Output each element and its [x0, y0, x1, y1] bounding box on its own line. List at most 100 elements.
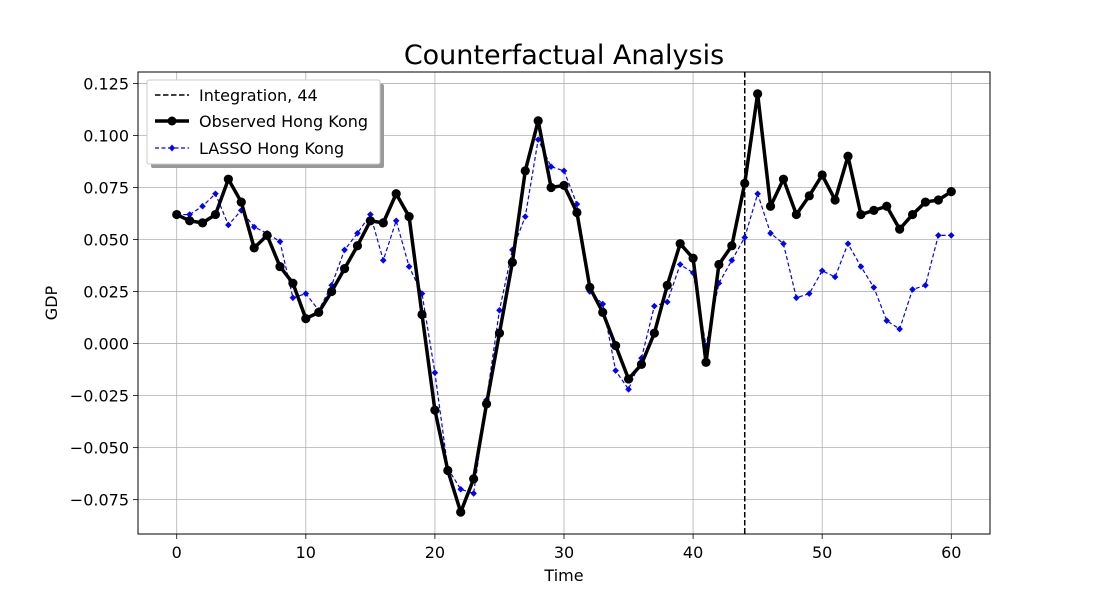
observed-point — [327, 286, 337, 297]
lasso-point — [947, 232, 955, 239]
observed-point — [275, 261, 285, 272]
observed-point — [675, 239, 685, 249]
y-tick-label: 0.125 — [83, 74, 129, 93]
x-tick-label: 40 — [683, 543, 703, 562]
lasso-point — [870, 284, 878, 291]
observed-point — [740, 178, 750, 188]
observed-point — [456, 507, 466, 517]
lasso-point — [470, 490, 477, 497]
x-tick-label: 50 — [812, 543, 832, 562]
observed-point — [933, 195, 943, 205]
lasso-point — [212, 190, 219, 198]
y-tick-label: −0.075 — [70, 491, 129, 510]
series-layer — [172, 89, 956, 517]
observed-point — [339, 264, 350, 274]
lasso-point — [276, 238, 284, 245]
legend-label-observed: Observed Hong Kong — [199, 112, 368, 131]
observed-point — [714, 259, 724, 270]
lasso-point — [237, 207, 245, 214]
legend-marker-lasso — [169, 144, 175, 152]
lasso-point — [767, 229, 774, 237]
lasso-point — [367, 211, 374, 218]
observed-point — [288, 278, 298, 288]
observed-point — [778, 174, 789, 184]
observed-point — [391, 189, 401, 199]
lasso-point — [225, 221, 232, 229]
lasso-point — [199, 202, 206, 210]
lasso-point — [909, 286, 916, 293]
lasso-point — [793, 294, 800, 302]
observed-point — [223, 174, 233, 184]
lasso-point — [496, 306, 503, 314]
observed-point — [765, 201, 776, 211]
y-tick-label: −0.050 — [70, 439, 129, 458]
x-tick-label: 10 — [296, 543, 316, 562]
y-tick-label: −0.025 — [70, 387, 129, 406]
x-tick-label: 0 — [172, 543, 182, 562]
y-tick-label: 0.075 — [83, 179, 129, 198]
observed-point — [533, 116, 543, 126]
observed-point — [753, 89, 763, 99]
observed-point — [869, 205, 879, 215]
observed-point — [946, 187, 956, 197]
observed-point — [443, 465, 453, 476]
observed-point — [791, 209, 801, 220]
observed-point — [662, 280, 672, 290]
lasso-point — [651, 302, 658, 310]
lasso-point — [754, 190, 761, 198]
observed-point — [572, 207, 582, 218]
lasso-point — [354, 229, 361, 237]
lasso-point — [405, 263, 413, 270]
observed-point — [843, 151, 853, 161]
observed-point — [185, 216, 195, 226]
observed-point — [636, 359, 647, 369]
observed-point — [236, 197, 246, 207]
legend-label-lasso: LASSO Hong Kong — [199, 139, 344, 158]
lasso-point — [612, 367, 619, 374]
lasso-point — [599, 300, 607, 308]
lasso-point — [328, 282, 335, 289]
observed-point — [210, 209, 221, 220]
observed-point — [895, 224, 905, 234]
lasso-point — [896, 325, 903, 333]
lasso-point — [457, 485, 465, 493]
lasso-point — [521, 213, 529, 220]
observed-point — [314, 307, 324, 317]
observed-point — [611, 341, 621, 351]
observed-point — [920, 197, 931, 207]
lasso-point — [805, 290, 813, 297]
chart-title: Counterfactual Analysis — [404, 40, 724, 71]
legend-label-integration: Integration, 44 — [199, 86, 318, 105]
lasso-point — [379, 257, 387, 264]
lasso-point — [341, 246, 348, 254]
lasso-point — [250, 223, 258, 231]
x-tick-label: 20 — [425, 543, 445, 562]
observed-point — [430, 405, 440, 415]
lasso-point — [935, 232, 942, 239]
x-tick-label: 30 — [554, 543, 574, 562]
lasso-point — [625, 386, 632, 393]
observed-point — [417, 309, 427, 320]
observed-point — [907, 209, 918, 220]
lasso-point — [883, 317, 891, 324]
lasso-point — [857, 263, 865, 270]
legend-marker-observed — [167, 116, 177, 126]
lasso-point — [844, 240, 852, 247]
observed-point — [623, 374, 634, 384]
observed-point — [352, 241, 363, 251]
observed-point — [856, 209, 866, 220]
x-tick-label: 60 — [941, 543, 961, 562]
observed-point — [262, 230, 272, 240]
lasso-point — [818, 267, 826, 275]
lasso-point — [289, 294, 297, 302]
observed-point — [701, 357, 711, 367]
observed-point — [817, 170, 827, 180]
observed-point — [507, 257, 517, 268]
legend: Integration, 44 Observed Hong Kong LASSO… — [146, 79, 384, 168]
observed-point — [469, 474, 479, 484]
observed-point — [598, 307, 608, 317]
observed-point — [882, 201, 892, 211]
lasso-point — [431, 369, 439, 377]
observed-point — [688, 253, 698, 263]
